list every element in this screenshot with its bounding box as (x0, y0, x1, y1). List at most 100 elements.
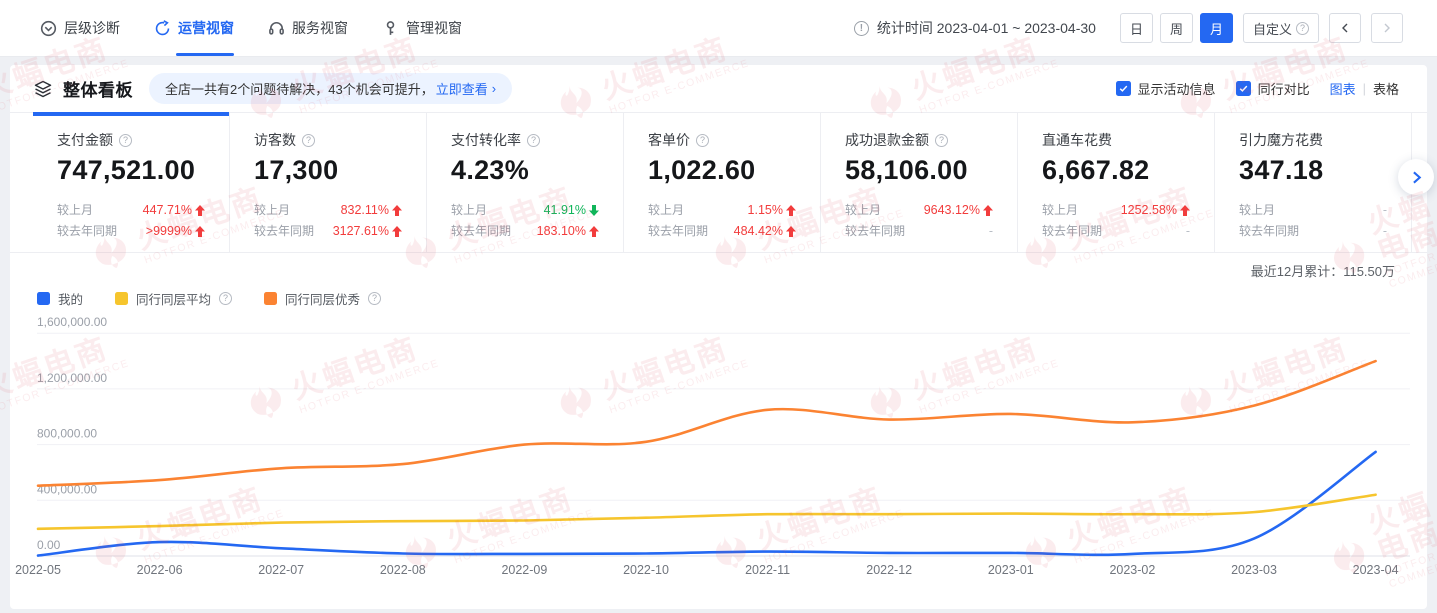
compare-label: 较上月 (1239, 203, 1276, 217)
checkbox-option-0[interactable]: 显示活动信息 (1115, 79, 1216, 98)
metric-title: 客单价? (648, 130, 796, 150)
metric-value: 1,022.60 (648, 155, 756, 185)
help-icon[interactable]: ? (219, 292, 233, 305)
metric-title: 直通车花费 (1042, 130, 1190, 150)
checkbox-option-1[interactable]: 同行对比 (1235, 79, 1310, 98)
view-switch: 图表 | 表格 (1330, 79, 1399, 98)
series-line-0 (36, 450, 1377, 557)
x-tick-label: 2022-08 (380, 563, 426, 577)
top-bar: 层级诊断 运营视窗 服务视窗 管理视窗 ! 统计时间 2023-04-01 ~ 202… (0, 0, 1437, 57)
trend-line-chart[interactable]: 0.00400,000.00800,000.001,200,000.001,60… (10, 310, 1427, 595)
metric-title-text: 支付转化率 (451, 132, 521, 148)
topbar-right-controls: ! 统计时间 2023-04-01 ~ 2023-04-30 日周月 自定义 ? (853, 13, 1403, 43)
metric-value: 347.18 (1239, 155, 1324, 185)
metric-value: 747,521.00 (57, 155, 196, 185)
prev-period-button[interactable] (1329, 13, 1361, 43)
legend-item-1[interactable]: 同行同层平均? (115, 289, 233, 308)
compare-row: 较上月 1.15% (648, 200, 796, 221)
checkbox-label: 同行对比 (1257, 82, 1310, 97)
trend-up-icon (983, 205, 993, 216)
trend-up-icon (195, 226, 205, 237)
compare-label: 较上月 (845, 203, 882, 217)
compare-row: 较去年同期 - (1042, 221, 1190, 242)
x-tick-label: 2022-06 (137, 563, 183, 577)
compare-label: 较上月 (648, 203, 685, 217)
compare-row: 较去年同期 3127.61% (254, 221, 402, 242)
metric-compare-rows: 较上月 1.15% 较去年同期 484.42% (648, 200, 796, 242)
y-tick-label: 1,200,000.00 (37, 371, 107, 385)
metric-card-2[interactable]: 访客数? 17,300 较上月 832.11% 较去年同期 3127.61% (230, 113, 427, 252)
metric-card-4[interactable]: 客单价? 1,022.60 较上月 1.15% 较去年同期 484.42% (624, 113, 821, 252)
metric-value: 6,667.82 (1042, 155, 1150, 185)
metric-compare-rows: 较上月 - 较去年同期 - (1239, 200, 1387, 242)
metric-title: 成功退款金额? (845, 130, 993, 150)
compare-value-text: 9643.12% (923, 203, 980, 217)
x-tick-label: 2023-04 (1353, 563, 1399, 577)
compare-value: - (989, 221, 993, 242)
tab-operations-view[interactable]: 运营视窗 (154, 0, 234, 56)
compare-value: 183.10% (537, 221, 599, 242)
metric-title: 支付转化率? (451, 130, 599, 150)
checkbox-icon[interactable] (1115, 81, 1131, 96)
help-icon[interactable]: ? (527, 133, 540, 147)
metric-card-5[interactable]: 成功退款金额? 58,106.00 较上月 9643.12% 较去年同期 - (821, 113, 1018, 252)
metric-compare-rows: 较上月 9643.12% 较去年同期 - (845, 200, 993, 242)
compare-value-text: 183.10% (536, 224, 586, 238)
custom-range-label: 自定义 (1252, 21, 1292, 37)
metric-title-text: 成功退款金额 (845, 132, 929, 148)
board-header: 整体看板 全店一共有2个问题待解决，43个机会可提升， 立即查看 › 显示活动信… (10, 65, 1427, 112)
legend-swatch (37, 292, 50, 305)
metric-card-1[interactable]: 支付金额? 747,521.00 较上月 447.71% 较去年同期 >9999% (33, 112, 230, 252)
compare-row: 较上月 - (1239, 200, 1387, 221)
tab-label: 服务视窗 (292, 20, 348, 36)
series-line-2 (36, 359, 1377, 487)
compare-value: >9999% (146, 221, 205, 242)
info-icon: ! (853, 20, 869, 36)
trend-up-icon (589, 226, 599, 237)
y-tick-label: 0.00 (37, 538, 61, 552)
help-icon[interactable]: ? (119, 133, 132, 147)
metric-card-6[interactable]: 直通车花费 6,667.82 较上月 1252.58% 较去年同期 - (1018, 113, 1215, 252)
metric-card-3[interactable]: 支付转化率? 4.23% 较上月 41.91% 较去年同期 183.10% (427, 113, 624, 252)
compare-value: 447.71% (143, 200, 205, 221)
metric-title-text: 直通车花费 (1042, 132, 1112, 148)
compare-value: 484.42% (734, 221, 796, 242)
x-tick-label: 2022-11 (745, 563, 790, 577)
trend-up-icon (786, 226, 796, 237)
help-icon[interactable]: ? (302, 133, 315, 147)
compare-value-text: 447.71% (142, 203, 192, 217)
custom-range-button[interactable]: 自定义 ? (1242, 13, 1319, 43)
notice-view-link[interactable]: 立即查看 (435, 82, 488, 97)
trend-up-icon (392, 205, 402, 216)
compare-label: 较上月 (254, 203, 291, 217)
tab-layer-diagnosis[interactable]: 层级诊断 (40, 0, 120, 56)
help-icon[interactable]: ? (368, 292, 382, 305)
period-button-日[interactable]: 日 (1119, 13, 1153, 43)
help-icon[interactable]: ? (935, 133, 948, 147)
view-table-button[interactable]: 表格 (1372, 82, 1399, 97)
legend-item-0[interactable]: 我的 (37, 289, 83, 308)
view-switch-divider: | (1362, 81, 1366, 96)
compare-label: 较去年同期 (1042, 224, 1103, 238)
compare-label: 较去年同期 (648, 224, 709, 238)
next-period-button[interactable] (1371, 13, 1403, 43)
tab-management-view[interactable]: 管理视窗 (382, 0, 462, 56)
compare-value: - (1383, 200, 1387, 221)
legend-item-2[interactable]: 同行同层优秀? (264, 289, 382, 308)
chevron-right-icon[interactable]: › (491, 81, 497, 96)
checkbox-icon[interactable] (1235, 81, 1251, 96)
metric-card-7[interactable]: 引力魔方花费 347.18 较上月 - 较去年同期 - (1215, 113, 1412, 252)
tab-service-view[interactable]: 服务视窗 (268, 0, 348, 56)
legend-label: 同行同层平均 (136, 293, 212, 307)
series-line-1 (36, 493, 1377, 531)
compare-value: - (1383, 221, 1387, 242)
trend-up-icon (786, 205, 796, 216)
cards-next-button[interactable] (1398, 159, 1434, 195)
period-button-周[interactable]: 周 (1159, 13, 1193, 43)
compare-value: 9643.12% (924, 200, 993, 221)
notice-text: 全店一共有2个问题待解决，43个机会可提升， (165, 82, 434, 97)
y-tick-label: 800,000.00 (37, 427, 97, 441)
help-icon[interactable]: ? (696, 133, 709, 147)
period-button-月[interactable]: 月 (1199, 13, 1233, 43)
view-chart-button[interactable]: 图表 (1329, 82, 1356, 97)
